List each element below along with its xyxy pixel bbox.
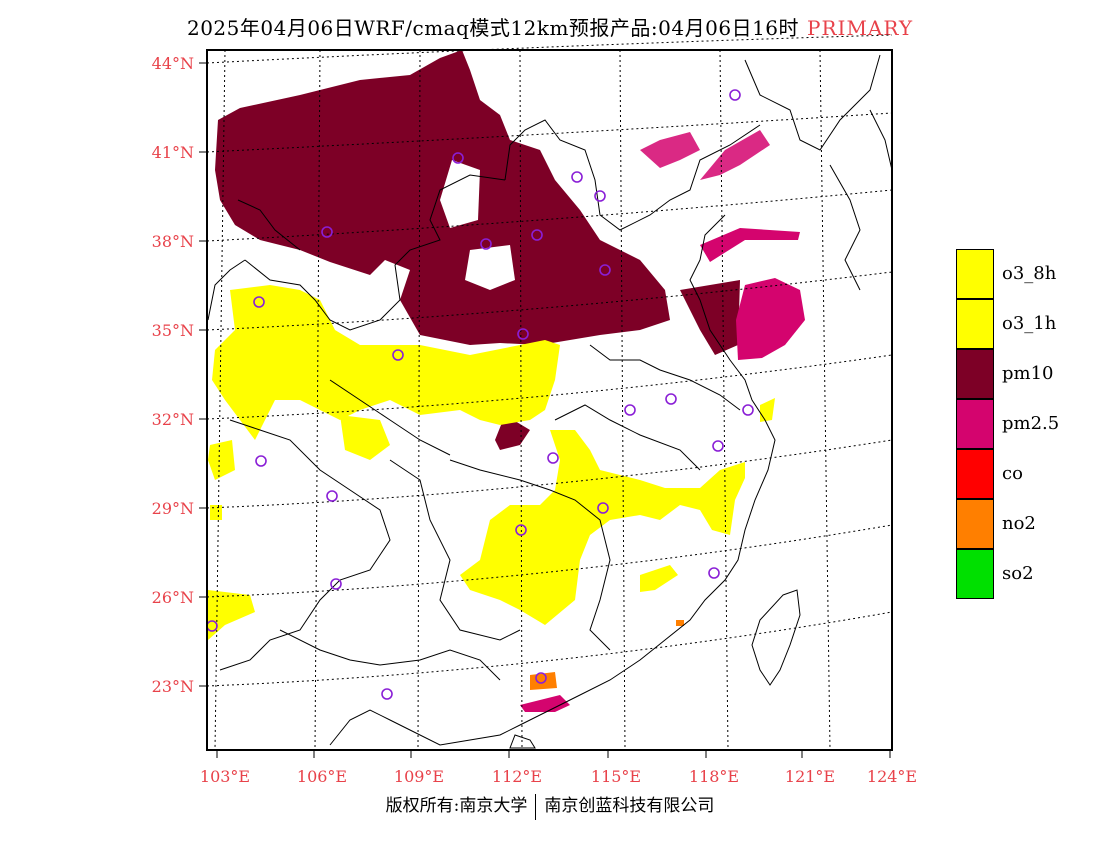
lon-label-106e: 106°E <box>296 767 348 786</box>
axis-ticks <box>199 62 891 758</box>
station-marker <box>599 264 611 276</box>
map-title: 2025年04月06日WRF/cmaq模式12km预报产品:04月06日16时 P… <box>0 12 1100 41</box>
legend-label: pm10 <box>1002 363 1054 384</box>
station-marker <box>708 567 720 579</box>
station-marker <box>531 229 543 241</box>
legend-label: no2 <box>1002 513 1036 534</box>
lon-label-109e: 109°E <box>393 767 445 786</box>
station-marker <box>624 404 636 416</box>
legend-swatch <box>956 349 994 399</box>
lon-label-115e: 115°E <box>590 767 642 786</box>
legend-label: so2 <box>1002 563 1034 584</box>
station-marker <box>742 404 754 416</box>
legend-label: o3_8h <box>1002 263 1057 284</box>
station-marker <box>392 349 404 361</box>
lat-label-29n: 29°N <box>151 499 194 518</box>
no2-zone <box>530 620 684 690</box>
station-marker <box>517 328 529 340</box>
lat-label-38n: 38°N <box>151 232 194 251</box>
station-markers <box>206 89 754 700</box>
lon-label-112e: 112°E <box>491 767 543 786</box>
station-marker <box>452 152 464 164</box>
copyright-footer: 版权所有:南京大学 南京创蓝科技有限公司 <box>0 791 1100 820</box>
station-marker <box>253 296 265 308</box>
lon-label-118e: 118°E <box>688 767 740 786</box>
legend-label: o3_1h <box>1002 313 1057 334</box>
station-marker <box>665 393 677 405</box>
lon-label-121e: 121°E <box>784 767 836 786</box>
station-marker <box>255 455 267 467</box>
legend-swatch <box>956 449 994 499</box>
station-marker <box>712 440 724 452</box>
station-marker <box>535 672 547 684</box>
lat-label-41n: 41°N <box>151 143 194 162</box>
legend-swatch <box>956 299 994 349</box>
station-marker <box>330 578 342 590</box>
footer-divider <box>535 793 537 820</box>
lat-label-32n: 32°N <box>151 410 194 429</box>
station-marker <box>326 490 338 502</box>
station-marker <box>594 190 606 202</box>
station-marker <box>571 171 583 183</box>
o3-zone <box>208 285 775 640</box>
pm10-zone-north <box>215 50 740 450</box>
map-frame <box>206 49 893 751</box>
station-marker <box>480 238 492 250</box>
station-marker <box>381 688 393 700</box>
lon-label-103e: 103°E <box>199 767 251 786</box>
station-marker <box>729 89 741 101</box>
legend-label: co <box>1002 463 1023 484</box>
map-title-text: 2025年04月06日WRF/cmaq模式12km预报产品:04月06日16时 <box>186 16 800 40</box>
station-marker <box>515 524 527 536</box>
legend-swatch <box>956 399 994 449</box>
pm25-zone <box>520 130 805 712</box>
lat-label-35n: 35°N <box>151 321 194 340</box>
station-marker <box>597 502 609 514</box>
copyright-owner: 版权所有:南京大学 <box>385 796 528 816</box>
province-boundaries <box>207 54 893 749</box>
copyright-company: 南京创蓝科技有限公司 <box>544 796 715 816</box>
legend-label: pm2.5 <box>1002 413 1060 434</box>
station-marker <box>321 226 333 238</box>
lon-label-124e: 124°E <box>866 767 918 786</box>
legend-swatch <box>956 249 994 299</box>
station-marker <box>547 452 559 464</box>
lat-label-23n: 23°N <box>151 677 194 696</box>
legend-swatch <box>956 499 994 549</box>
lat-label-44n: 44°N <box>151 54 194 73</box>
graticule <box>206 34 893 751</box>
primary-tag: PRIMARY <box>807 16 914 40</box>
legend-swatch <box>956 549 994 599</box>
lat-label-26n: 26°N <box>151 588 194 607</box>
